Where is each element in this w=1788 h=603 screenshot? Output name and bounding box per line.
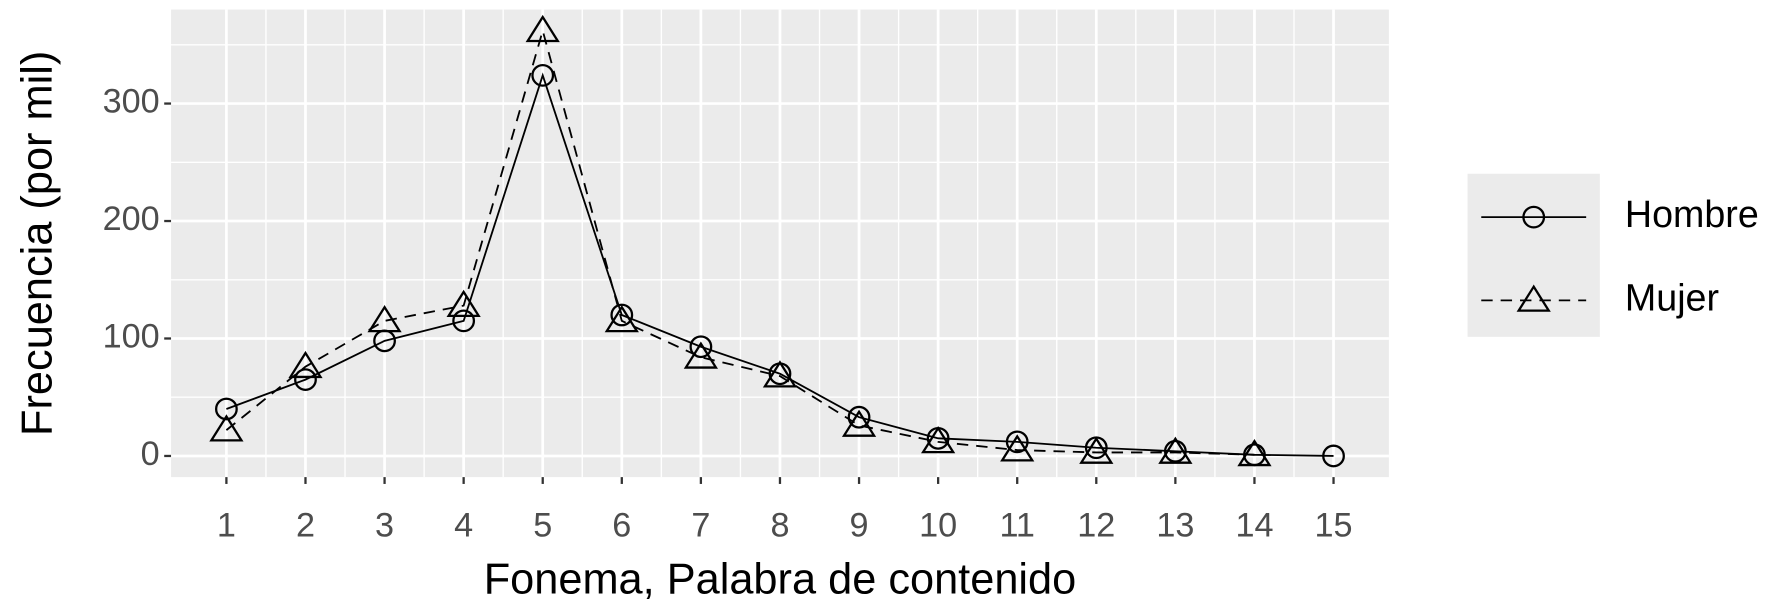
x-tick-label: 3 bbox=[375, 506, 394, 544]
x-tick-label: 8 bbox=[770, 506, 789, 544]
x-tick-label: 12 bbox=[1077, 506, 1115, 544]
data-point bbox=[1079, 436, 1114, 464]
data-point bbox=[294, 368, 317, 392]
data-point bbox=[841, 409, 877, 437]
y-tick-label: 200 bbox=[103, 200, 160, 238]
x-tick-label: 1 bbox=[217, 506, 236, 544]
data-point bbox=[1000, 434, 1035, 462]
data-point bbox=[288, 350, 323, 379]
x-tick-label: 15 bbox=[1315, 506, 1353, 544]
x-tick-label: 4 bbox=[454, 506, 473, 544]
legend-label: Hombre bbox=[1625, 193, 1759, 235]
data-point bbox=[446, 289, 481, 318]
x-tick-label: 14 bbox=[1235, 506, 1273, 544]
x-tick-label: 5 bbox=[533, 506, 552, 544]
data-point bbox=[531, 63, 555, 87]
x-tick-label: 9 bbox=[850, 506, 869, 544]
data-point bbox=[367, 305, 402, 333]
legend-marker bbox=[1522, 205, 1546, 229]
data-point bbox=[689, 335, 713, 359]
legend-marker bbox=[1516, 284, 1551, 312]
x-tick-label: 10 bbox=[919, 506, 957, 544]
x-axis-title: Fonema, Palabra de contenido bbox=[484, 555, 1077, 603]
y-axis-title: Frecuencia (por mil) bbox=[13, 51, 61, 436]
data-point bbox=[1158, 436, 1193, 464]
legend-box bbox=[1467, 173, 1600, 337]
y-tick-label: 100 bbox=[103, 318, 160, 356]
x-tick-label: 2 bbox=[296, 506, 315, 544]
data-point bbox=[1163, 439, 1187, 463]
data-point bbox=[1005, 430, 1029, 454]
legend-label: Mujer bbox=[1625, 276, 1719, 318]
x-tick-label: 6 bbox=[612, 506, 631, 544]
data-point bbox=[610, 303, 634, 327]
data-point bbox=[209, 414, 244, 442]
data-point bbox=[1237, 438, 1272, 467]
y-tick-label: 0 bbox=[141, 435, 160, 473]
data-point bbox=[762, 360, 798, 388]
data-point bbox=[847, 405, 871, 429]
data-point bbox=[1322, 444, 1345, 468]
x-tick-label: 11 bbox=[999, 506, 1035, 544]
data-point bbox=[683, 341, 719, 369]
data-point bbox=[214, 397, 238, 421]
data-point bbox=[604, 305, 639, 333]
x-tick-label: 7 bbox=[691, 506, 710, 544]
y-tick-label: 300 bbox=[103, 83, 160, 121]
series-line bbox=[225, 27, 1255, 456]
data-point bbox=[921, 426, 956, 454]
data-point bbox=[525, 14, 560, 43]
x-tick-label: 13 bbox=[1156, 506, 1194, 544]
data-point bbox=[452, 309, 476, 333]
series-line bbox=[226, 72, 1334, 457]
